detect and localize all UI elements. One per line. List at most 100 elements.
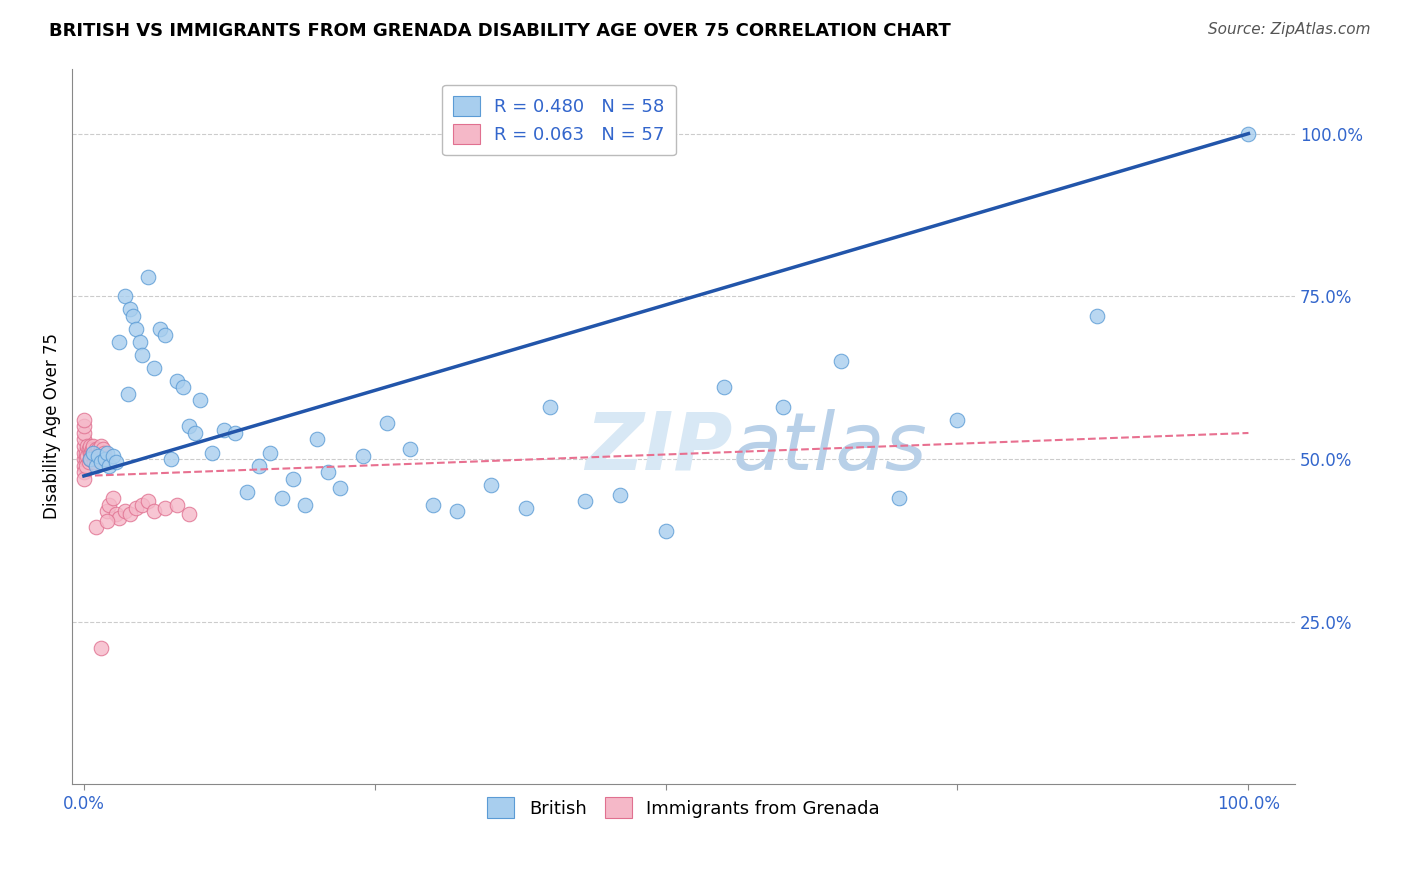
Point <box>79 445 101 459</box>
Point <box>117 387 139 401</box>
Point <box>73 413 96 427</box>
Point <box>270 491 292 505</box>
Point <box>75 452 97 467</box>
Point <box>177 419 200 434</box>
Point <box>84 445 107 459</box>
Point <box>108 334 131 349</box>
Point <box>82 445 104 459</box>
Point <box>105 455 128 469</box>
Point <box>188 393 211 408</box>
Point <box>120 508 142 522</box>
Point <box>84 442 107 457</box>
Point <box>73 419 96 434</box>
Point <box>93 445 115 459</box>
Point <box>96 445 118 459</box>
Point <box>80 445 103 459</box>
Point <box>318 465 340 479</box>
Text: Source: ZipAtlas.com: Source: ZipAtlas.com <box>1208 22 1371 37</box>
Point <box>422 498 444 512</box>
Point <box>76 449 98 463</box>
Point <box>142 504 165 518</box>
Point <box>96 504 118 518</box>
Text: BRITISH VS IMMIGRANTS FROM GRENADA DISABILITY AGE OVER 75 CORRELATION CHART: BRITISH VS IMMIGRANTS FROM GRENADA DISAB… <box>49 22 950 40</box>
Point <box>75 445 97 459</box>
Point <box>89 452 111 467</box>
Point <box>90 449 112 463</box>
Point <box>87 445 110 459</box>
Point <box>87 449 110 463</box>
Point <box>94 452 117 467</box>
Point <box>538 400 561 414</box>
Point <box>77 442 100 457</box>
Point <box>73 433 96 447</box>
Point <box>125 500 148 515</box>
Point <box>82 445 104 459</box>
Point <box>101 449 124 463</box>
Point <box>114 289 136 303</box>
Point <box>172 380 194 394</box>
Point <box>87 449 110 463</box>
Point <box>87 442 110 457</box>
Point <box>73 452 96 467</box>
Point <box>183 425 205 440</box>
Point <box>294 498 316 512</box>
Point <box>155 500 177 515</box>
Point <box>125 322 148 336</box>
Point <box>224 425 246 440</box>
Point <box>136 269 159 284</box>
Point <box>283 471 305 485</box>
Point <box>79 452 101 467</box>
Point <box>481 478 503 492</box>
Point <box>212 423 235 437</box>
Point <box>73 465 96 479</box>
Point <box>155 328 177 343</box>
Point <box>77 455 100 469</box>
Point <box>73 458 96 473</box>
Point <box>94 452 117 467</box>
Point <box>80 452 103 467</box>
Point <box>247 458 270 473</box>
Point <box>90 439 112 453</box>
Point <box>73 471 96 485</box>
Point <box>98 458 121 473</box>
Point <box>82 439 104 453</box>
Point <box>108 510 131 524</box>
Point <box>1237 127 1260 141</box>
Point <box>399 442 422 457</box>
Point <box>105 508 128 522</box>
Point <box>131 498 153 512</box>
Point <box>375 416 398 430</box>
Point <box>128 334 150 349</box>
Point <box>946 413 969 427</box>
Point <box>98 498 121 512</box>
Point <box>887 491 910 505</box>
Text: atlas: atlas <box>733 409 928 487</box>
Point <box>305 433 328 447</box>
Point <box>772 400 794 414</box>
Point <box>90 640 112 655</box>
Point <box>329 481 352 495</box>
Point <box>83 455 105 469</box>
Y-axis label: Disability Age Over 75: Disability Age Over 75 <box>44 334 60 519</box>
Point <box>166 498 188 512</box>
Text: ZIP: ZIP <box>585 409 733 487</box>
Point <box>142 360 165 375</box>
Point <box>655 524 678 538</box>
Point <box>79 439 101 453</box>
Point <box>713 380 735 394</box>
Point <box>236 484 259 499</box>
Point <box>201 445 224 459</box>
Point <box>830 354 852 368</box>
Point <box>166 374 188 388</box>
Point <box>80 449 103 463</box>
Point <box>96 514 118 528</box>
Point <box>574 494 596 508</box>
Point <box>90 455 112 469</box>
Point <box>101 491 124 505</box>
Point <box>75 458 97 473</box>
Point <box>609 488 631 502</box>
Point <box>114 504 136 518</box>
Point <box>84 458 107 473</box>
Point <box>121 309 143 323</box>
Point <box>73 445 96 459</box>
